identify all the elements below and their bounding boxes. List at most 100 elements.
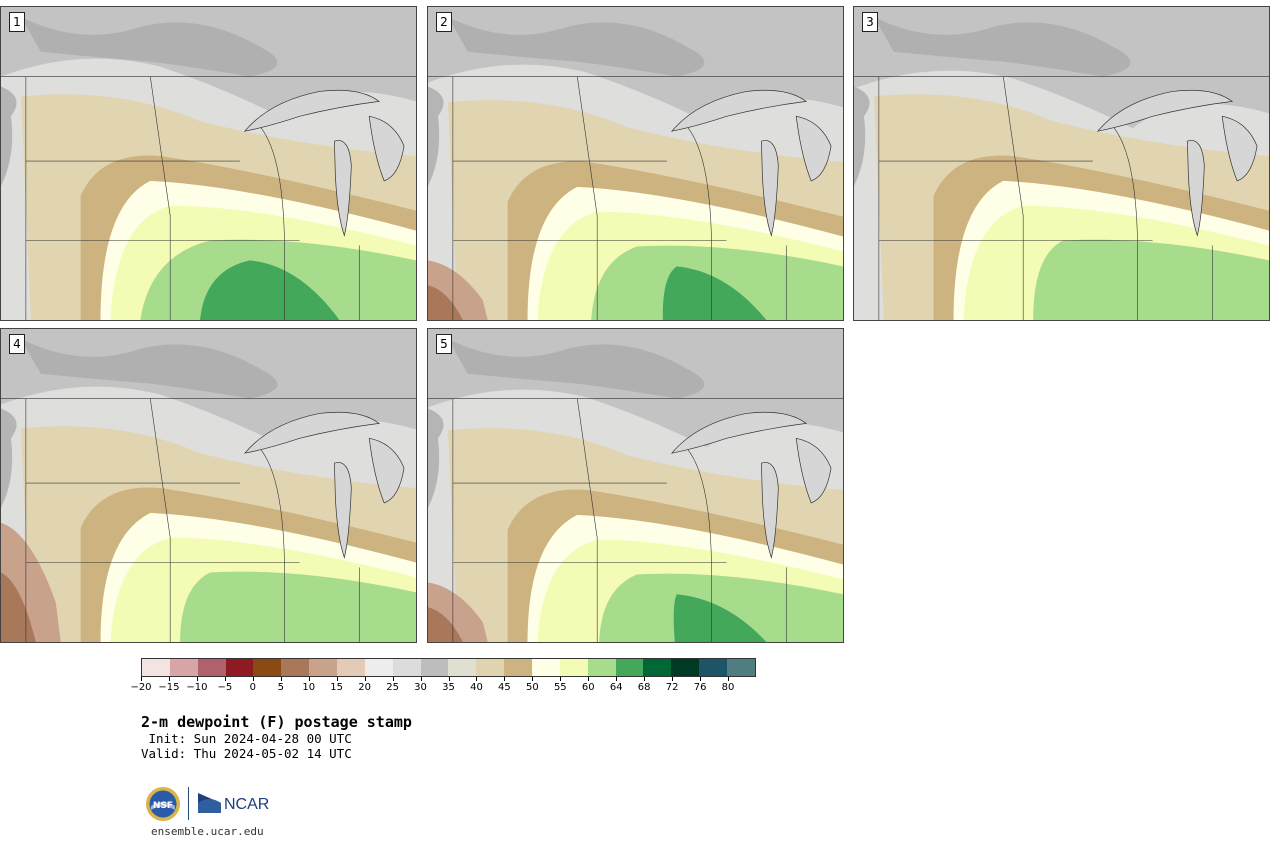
map-field [1,7,416,320]
colorbar-tick [196,677,198,681]
lake-michigan [761,462,779,559]
colorbar-tick [364,677,366,681]
ncar-logo-icon: NCAR [198,793,269,813]
lake-michigan [1187,140,1205,237]
dry-west [428,86,444,186]
colorbar-tick-label: 5 [277,682,284,693]
logo-divider [188,787,189,820]
colorbar-tick-label: 0 [249,682,256,693]
colorbar-swatch [309,659,338,676]
colorbar-tick-label: 30 [414,682,427,693]
sw-dry-core [428,607,463,642]
lightgreen-band [180,571,416,642]
colorbar-tick [560,677,562,681]
colorbar [141,658,756,677]
border-line [576,76,598,320]
dry-core [20,338,278,399]
dry-west [428,408,444,508]
init-time: Init: Sun 2024-04-28 00 UTC [141,731,352,746]
green-core [200,260,340,320]
panel-number-label: 2 [436,12,452,32]
colorbar-tick-label: 10 [302,682,316,693]
colorbar-tick-label: 45 [498,682,511,693]
dry-west [854,86,870,186]
stamp-panel-5: 5 [427,328,844,643]
panel-number-label: 4 [9,334,25,354]
colorbar-tick-label: 60 [581,682,595,693]
valid-time: Valid: Thu 2024-05-02 14 UTC [141,746,352,761]
colorbar-tick-label: 50 [525,682,539,693]
lake-michigan [334,462,352,559]
panel-number-label: 1 [9,12,25,32]
colorbar-tick [728,677,730,681]
border-line [149,76,171,320]
colorbar-tick [616,677,618,681]
svg-text:NSF: NSF [153,801,173,811]
colorbar-swatch [197,659,226,676]
colorbar-tick [420,677,422,681]
lake-huron [795,437,832,504]
map-field [428,329,843,642]
colorbar-tick [336,677,338,681]
colorbar-tick-label: −20 [130,682,152,693]
colorbar-swatch [420,659,449,676]
dry-core [20,16,278,77]
colorbar-ticks: −20 −15 −10 −5 0 5 10 15 20 25 30 35 40 45 50 55 60 64 68 7… [130,677,756,697]
colorbar-swatch [281,659,310,676]
border-line [259,448,285,642]
colorbar-tick-label: 76 [693,682,707,693]
lake-huron [795,115,832,182]
nsf-logo-icon: NSF [146,787,180,821]
border-line [149,398,171,642]
colorbar-swatch [253,659,282,676]
colorbar-tick-label: 40 [470,682,483,693]
colorbar-tick [672,677,674,681]
border-line [259,126,285,320]
green-core [673,594,767,642]
colorbar-tick [392,677,394,681]
colorbar-tick-label: 20 [358,682,371,693]
colorbar-swatch [476,659,505,676]
colorbar-swatch [643,659,672,676]
colorbar-tick [168,677,170,681]
map-field [854,7,1269,320]
lake-michigan [761,140,779,237]
colorbar-tick [476,677,478,681]
colorbar-tick [280,677,282,681]
border-line [1112,126,1138,320]
dry-west [1,86,17,186]
colorbar-swatch [225,659,254,676]
colorbar-tick [141,677,142,681]
colorbar-swatch [337,659,365,676]
colorbar-swatch [671,659,700,676]
colorbar-swatch [587,659,616,676]
colorbar-swatch [727,659,755,676]
border-line [686,126,712,320]
colorbar-swatch [169,659,198,676]
chart-title: 2-m dewpoint (F) postage stamp [141,713,412,731]
colorbar-tick-label: 68 [637,682,651,693]
lake-superior [670,411,808,454]
colorbar-swatch [504,659,533,676]
colorbar-tick [504,677,506,681]
lake-michigan [334,140,352,237]
colorbar-tick [308,677,310,681]
border-line [686,448,712,642]
lake-superior [243,89,381,132]
colorbar-tick-label: 80 [721,682,735,693]
colorbar-swatch [364,659,393,676]
lake-huron [368,115,405,182]
colorbar-tick-label: 64 [609,682,623,693]
map-field [428,7,843,320]
colorbar-tick [224,677,226,681]
panel-number-label: 3 [862,12,878,32]
colorbar-tick [644,677,646,681]
colorbar-tick-label: 55 [553,682,567,693]
border-line [576,398,598,642]
colorbar-swatch [559,659,588,676]
stamp-panel-2: 2 [427,6,844,321]
dry-west [1,408,17,508]
colorbar-swatch [615,659,644,676]
dry-core [447,16,705,77]
colorbar-tick [448,677,450,681]
